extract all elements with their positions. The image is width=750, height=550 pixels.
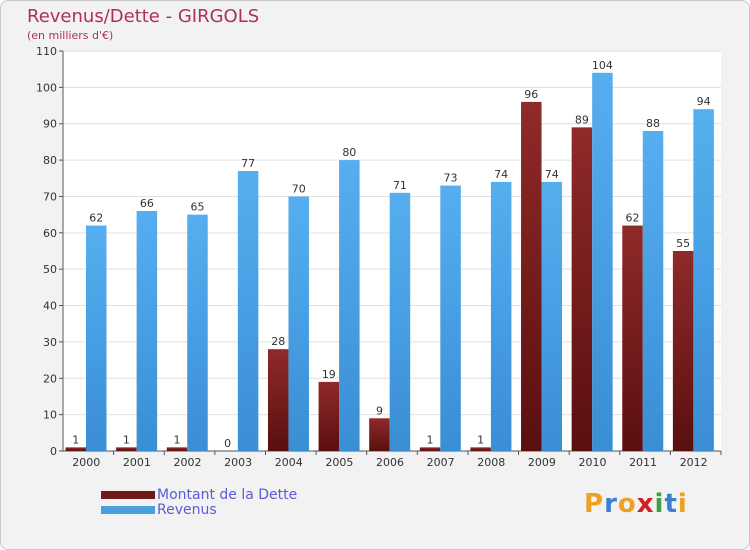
logo-letter: P — [584, 489, 605, 519]
data-label-revenus: 94 — [697, 95, 711, 108]
x-tick-label: 2010 — [578, 456, 606, 469]
legend-label-revenus: Revenus — [157, 501, 217, 518]
bar-dette — [116, 447, 137, 451]
y-tick-label: 40 — [43, 300, 57, 313]
data-label-revenus: 88 — [646, 117, 660, 130]
legend-label-dette: Montant de la Dette — [157, 486, 298, 503]
bar-revenus — [187, 214, 208, 451]
bar-revenus — [592, 72, 613, 452]
legend-swatch-revenus — [101, 505, 155, 514]
data-label-revenus: 65 — [190, 201, 204, 214]
data-label-revenus: 66 — [140, 197, 154, 210]
data-label-dette: 9 — [376, 404, 383, 417]
data-label-dette: 19 — [322, 368, 336, 381]
bar-dette — [166, 447, 188, 451]
data-label-dette: 1 — [72, 433, 79, 446]
x-tick-label: 2008 — [477, 456, 505, 469]
y-tick-label: 0 — [50, 445, 57, 458]
y-tick-label: 30 — [43, 336, 57, 349]
data-label-dette: 0 — [224, 437, 231, 450]
bar-dette — [318, 381, 340, 451]
bar-revenus — [642, 131, 664, 451]
data-label-revenus: 80 — [342, 146, 356, 159]
y-tick-label: 80 — [43, 154, 57, 167]
data-label-revenus: 62 — [89, 212, 103, 225]
data-label-dette: 96 — [524, 88, 538, 101]
bar-revenus — [440, 185, 461, 451]
proxiti-logo: Proxiti — [584, 489, 688, 519]
bar-revenus — [389, 192, 411, 451]
x-tick-label: 2009 — [528, 456, 556, 469]
bar-revenus — [490, 181, 512, 451]
data-label-dette: 1 — [477, 433, 484, 446]
data-label-dette: 1 — [427, 433, 434, 446]
y-tick-label: 10 — [43, 409, 57, 422]
bar-dette — [369, 418, 390, 451]
data-label-revenus: 70 — [292, 182, 306, 195]
logo-letter: t — [664, 489, 678, 519]
legend: Montant de la Dette Revenus — [101, 486, 298, 518]
data-label-dette: 28 — [271, 335, 285, 348]
bar-dette — [267, 349, 289, 451]
data-label-dette: 62 — [626, 212, 640, 225]
bar-dette — [622, 225, 643, 451]
legend-swatch-dette — [101, 490, 155, 499]
x-tick-label: 2002 — [174, 456, 202, 469]
bar-revenus — [86, 225, 107, 451]
bar-dette — [672, 251, 694, 451]
x-tick-label: 2012 — [680, 456, 708, 469]
bar-revenus — [541, 181, 563, 451]
bar-revenus — [339, 160, 360, 451]
bar-revenus — [136, 211, 158, 451]
x-tick-label: 2004 — [275, 456, 303, 469]
x-tick-label: 2003 — [224, 456, 252, 469]
y-tick-label: 20 — [43, 372, 57, 385]
bar-dette — [571, 127, 593, 451]
bar-dette — [470, 447, 491, 451]
logo-letter: x — [636, 489, 655, 519]
data-label-dette: 55 — [676, 237, 690, 250]
data-label-revenus: 104 — [592, 59, 613, 72]
x-tick-label: 2006 — [376, 456, 404, 469]
x-tick-label: 2011 — [629, 456, 657, 469]
x-tick-label: 2000 — [72, 456, 100, 469]
y-tick-label: 90 — [43, 118, 57, 131]
y-tick-label: 70 — [43, 190, 57, 203]
data-label-revenus: 74 — [494, 168, 508, 181]
logo-letter: r — [604, 489, 618, 519]
data-label-revenus: 71 — [393, 179, 407, 192]
data-label-dette: 1 — [173, 433, 180, 446]
bar-dette — [419, 447, 441, 451]
bar-revenus — [288, 196, 309, 451]
legend-item-dette: Montant de la Dette — [101, 486, 298, 503]
logo-letter: i — [677, 489, 688, 519]
y-tick-label: 100 — [36, 81, 57, 94]
chart-subtitle: (en milliers d'€) — [27, 29, 114, 42]
bar-revenus — [693, 109, 714, 451]
logo-letter: o — [617, 489, 637, 519]
data-label-revenus: 74 — [545, 168, 559, 181]
x-tick-label: 2007 — [427, 456, 455, 469]
logo-letter: i — [654, 489, 665, 519]
x-tick-label: 2005 — [325, 456, 353, 469]
chart-title: Revenus/Dette - GIRGOLS — [27, 6, 260, 27]
y-tick-label: 110 — [36, 45, 57, 58]
data-label-revenus: 73 — [444, 172, 458, 185]
bar-dette — [65, 447, 86, 451]
y-tick-label: 50 — [43, 263, 57, 276]
data-label-dette: 1 — [123, 433, 130, 446]
legend-item-revenus: Revenus — [101, 501, 297, 518]
x-tick-label: 2001 — [123, 456, 151, 469]
data-label-revenus: 77 — [241, 157, 255, 170]
bar-revenus — [237, 171, 259, 451]
y-tick-label: 60 — [43, 227, 57, 240]
bar-dette — [521, 101, 542, 451]
data-label-dette: 89 — [575, 113, 589, 126]
